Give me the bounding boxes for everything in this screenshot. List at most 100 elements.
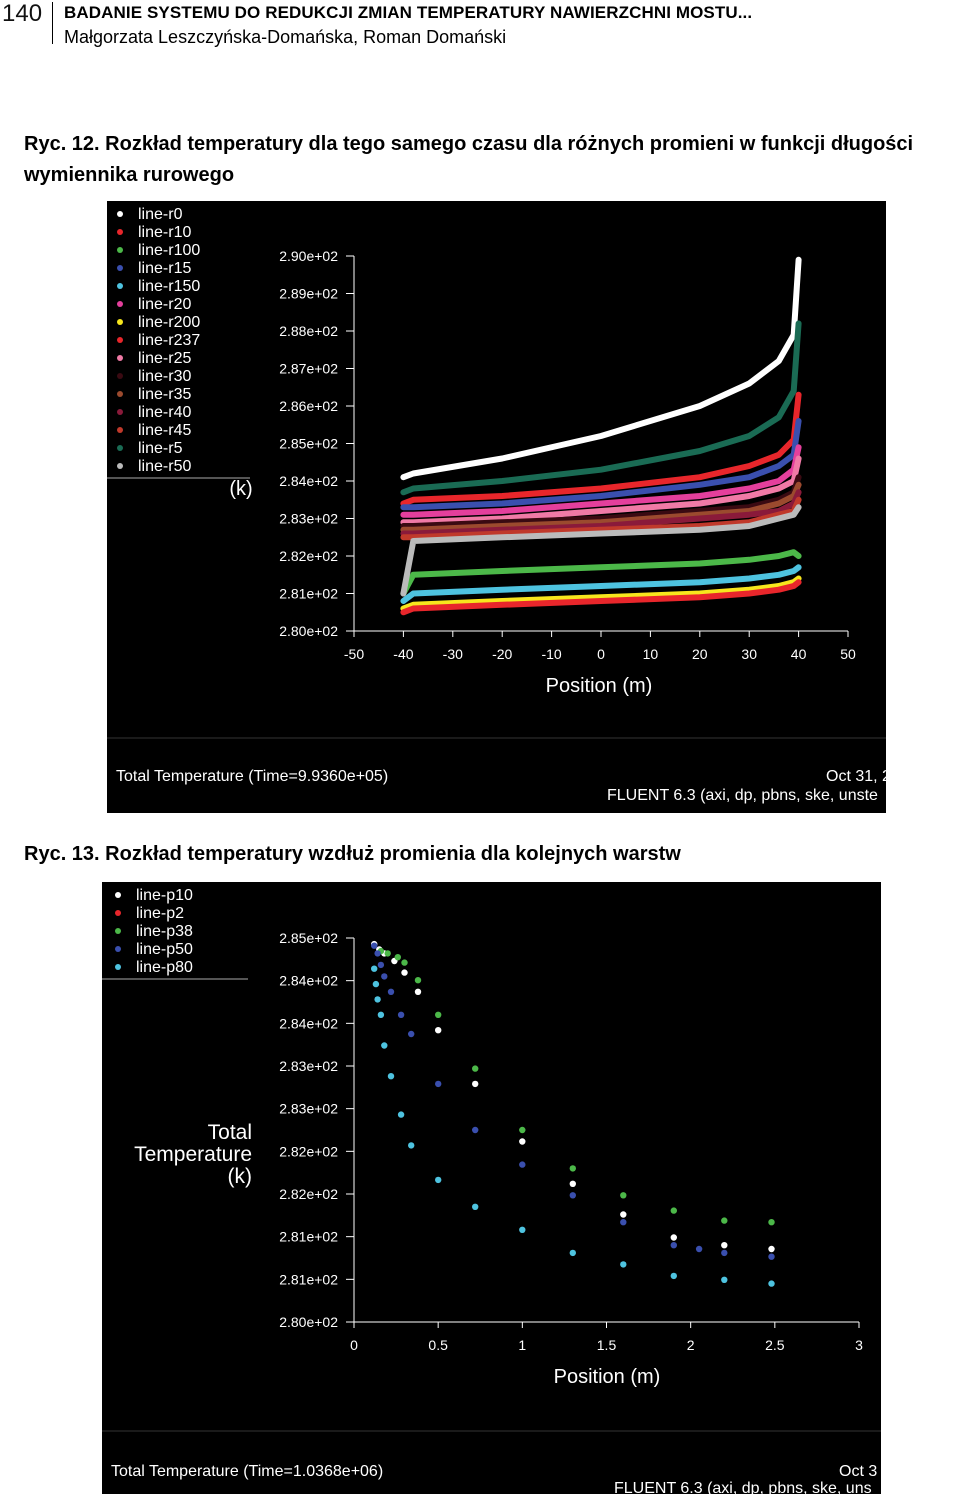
figure12-x-tick-label: -50 — [344, 646, 364, 662]
figure12-legend-label: line-r15 — [138, 260, 191, 277]
scatter-point-line-p38 — [394, 954, 401, 961]
series-line-line-r15 — [400, 418, 802, 511]
figure12-footer-date: Oct 31, 2 — [826, 768, 886, 785]
scatter-point-line-p38 — [721, 1217, 728, 1224]
figure12-legend-label: line-r50 — [138, 458, 191, 475]
figure13-footer-label: Total Temperature (Time=1.0368e+06) — [111, 1463, 383, 1480]
figure12-legend-marker — [117, 211, 123, 217]
scatter-point-line-p38 — [519, 1126, 526, 1134]
scatter-point-line-p80 — [768, 1280, 775, 1287]
figure12-legend-marker — [117, 283, 123, 289]
page-header: 140 BADANIE SYSTEMU DO REDUKCJI ZMIAN TE… — [0, 0, 960, 50]
figure13-caption: Ryc. 13. Rozkład temperatury wzdłuż prom… — [24, 843, 681, 865]
scatter-point-line-p50 — [387, 988, 395, 995]
figure13-y-tick-label: 2.81e+02 — [279, 1229, 338, 1245]
scatter-point-line-p38 — [401, 959, 408, 966]
figure13-legend-marker — [115, 928, 121, 934]
figure12-legend-marker — [117, 463, 123, 469]
scatter-point-line-p38 — [670, 1207, 677, 1214]
figure12-y-tick-label: 2.88e+02 — [279, 323, 338, 339]
figure12-chart: line-r0line-r10line-r100line-r15line-r15… — [107, 206, 891, 804]
figure12-x-tick-label: -40 — [393, 646, 413, 662]
figure12-legend-marker — [117, 247, 123, 253]
figure12-legend-marker — [117, 337, 123, 343]
figure12-legend-label: line-r5 — [138, 440, 183, 457]
figure13-legend-marker — [115, 892, 121, 898]
figure12-legend-marker — [117, 265, 123, 271]
figure12-footer-label: Total Temperature (Time=9.9360e+05) — [116, 768, 388, 785]
figure12-legend-label: line-r0 — [138, 206, 183, 223]
figure13-legend-label: line-p10 — [136, 887, 193, 904]
scatter-point-line-p10 — [620, 1211, 627, 1218]
figure12-y-tick-label: 2.82e+02 — [279, 548, 338, 564]
figure12-caption-line1: Ryc. 12. Rozkład temperatury dla tego sa… — [24, 133, 914, 155]
figure13-y-tick-label: 2.83e+02 — [279, 1101, 338, 1117]
scatter-point-line-p10 — [670, 1234, 677, 1241]
figure12-y-tick-label: 2.89e+02 — [279, 286, 338, 302]
figure13-xlabel: Position (m) — [554, 1366, 661, 1388]
figure12-x-tick-label: -20 — [492, 646, 512, 662]
running-title: BADANIE SYSTEMU DO REDUKCJI ZMIAN TEMPER… — [64, 3, 753, 22]
scatter-point-line-p10 — [401, 969, 408, 976]
scatter-point-line-p80 — [620, 1261, 627, 1268]
figure12-legend-marker — [117, 391, 123, 397]
series-line-line-r20 — [400, 444, 802, 518]
figure12-legend-label: line-r100 — [138, 242, 200, 259]
figure12-y-tick-label: 2.90e+02 — [279, 248, 338, 264]
scatter-point-line-p80 — [569, 1249, 576, 1257]
figure12-legend-marker — [117, 319, 123, 325]
figure12-legend-marker — [117, 355, 123, 361]
scatter-point-line-p38 — [472, 1065, 479, 1072]
scatter-point-line-p80 — [670, 1272, 677, 1280]
scatter-point-line-p50 — [768, 1253, 775, 1260]
scatter-point-line-p50 — [620, 1219, 627, 1226]
figure13-ylabel-line2: Temperature — [134, 1143, 252, 1166]
figure13-legend-label: line-p38 — [136, 923, 193, 940]
scatter-point-line-p50 — [569, 1192, 576, 1199]
figure13-legend-label: line-p80 — [136, 959, 193, 976]
figure12-x-tick-label: 20 — [692, 646, 708, 662]
figure12-legend: line-r0line-r10line-r100line-r15line-r15… — [107, 206, 250, 479]
scatter-point-line-p80 — [387, 1073, 395, 1080]
figure12-legend-label: line-r35 — [138, 386, 191, 403]
scatter-point-line-p50 — [374, 950, 381, 957]
figure13-series — [371, 940, 775, 1287]
figure13-x-tick-label: 2.5 — [765, 1337, 785, 1353]
figure12-x-tick-label: 30 — [741, 646, 757, 662]
figure13-footer-solver: FLUENT 6.3 (axi, dp, pbns, ske, uns — [614, 1480, 872, 1494]
figure12-axes: 2.80e+02 2.81e+02 2.82e+02 2.83e+02 2.84e+02… — [279, 248, 856, 662]
figure12-legend-label: line-r200 — [138, 314, 200, 331]
scatter-point-line-p80 — [435, 1176, 442, 1184]
page-number: 140 — [2, 0, 43, 27]
figure12-y-tick-label: 2.87e+02 — [279, 361, 338, 377]
figure12-legend-label: line-r45 — [138, 422, 191, 439]
scatter-point-line-p80 — [374, 996, 381, 1003]
figure12-legend-marker — [117, 445, 123, 451]
figure12-legend-marker — [117, 301, 123, 307]
figure12-x-tick-label: -30 — [443, 646, 463, 662]
figure12-legend-marker — [117, 229, 123, 235]
figure13-y-tick-label: 2.81e+02 — [279, 1271, 338, 1287]
series-line-line-r200 — [400, 575, 802, 612]
scatter-point-line-p38 — [768, 1219, 775, 1226]
figure12-legend-marker — [117, 373, 123, 379]
series-line-line-r0 — [400, 256, 802, 481]
figure12-legend-label: line-r150 — [138, 278, 200, 295]
figure12-y-tick-label: 2.85e+02 — [279, 436, 338, 452]
scatter-point-line-p80 — [472, 1203, 479, 1210]
figure13-legend-marker — [115, 964, 121, 970]
series-line-line-r150 — [400, 564, 802, 604]
scatter-point-line-p80 — [381, 1042, 388, 1049]
scatter-point-line-p10 — [768, 1245, 775, 1253]
scatter-point-line-p50 — [472, 1126, 479, 1134]
figure13-legend-marker — [115, 910, 121, 916]
figure12-x-tick-label: 40 — [791, 646, 807, 662]
scatter-point-line-p50 — [371, 942, 378, 949]
scatter-point-line-p80 — [397, 1111, 405, 1118]
scatter-point-line-p50 — [670, 1242, 677, 1249]
header-divider — [52, 2, 53, 44]
figure13-chart: line-p10line-p2line-p38line-p50line-p80 … — [102, 887, 881, 1497]
scatter-point-line-p80 — [377, 1011, 385, 1018]
figure12-legend-label: line-r25 — [138, 350, 191, 367]
